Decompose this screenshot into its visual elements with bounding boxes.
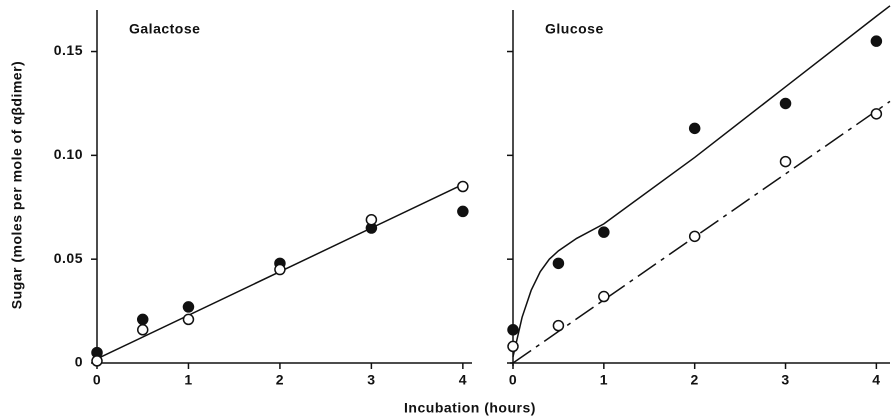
data-point — [274, 263, 286, 276]
y-tick-label: 0 — [75, 354, 83, 370]
x-tick-label: 0 — [93, 372, 101, 388]
x-tick-label: 3 — [367, 372, 375, 388]
data-point — [552, 257, 565, 270]
data-point — [182, 313, 195, 326]
y-axis-label: Sugar (moles per mole of αβdimer) — [9, 61, 25, 309]
data-point — [688, 230, 701, 243]
data-point — [136, 324, 149, 336]
x-tick-label: 1 — [184, 372, 192, 388]
x-tick-label: 2 — [276, 372, 284, 388]
data-point — [136, 313, 149, 326]
data-point — [552, 319, 565, 332]
data-point — [507, 324, 519, 336]
data-point — [365, 213, 378, 226]
data-point — [182, 301, 195, 313]
x-tick-label: 3 — [781, 372, 789, 388]
data-point — [598, 290, 610, 303]
data-point — [779, 155, 792, 168]
data-point — [870, 35, 883, 47]
x-tick-label: 1 — [600, 372, 608, 388]
y-tick-label: 0.05 — [54, 250, 83, 266]
data-point — [91, 355, 103, 367]
x-axis-label: Incubation (hours) — [404, 400, 536, 416]
data-point — [507, 340, 519, 353]
x-tick-label: 0 — [509, 372, 517, 388]
data-point — [598, 226, 610, 238]
fit-line — [512, 5, 891, 357]
fit-line — [512, 100, 891, 364]
data-point — [870, 108, 883, 120]
x-tick-label: 4 — [459, 372, 467, 388]
y-tick-label: 0.10 — [54, 146, 83, 162]
data-point — [779, 97, 792, 110]
x-tick-label: 4 — [872, 372, 880, 388]
y-tick-label: 0.15 — [54, 42, 83, 58]
data-point — [457, 180, 469, 193]
data-point — [688, 122, 701, 135]
data-point — [457, 205, 469, 218]
panel-title: Galactose — [129, 21, 200, 37]
x-tick-label: 2 — [691, 372, 699, 388]
panel-title: Glucose — [545, 21, 604, 37]
